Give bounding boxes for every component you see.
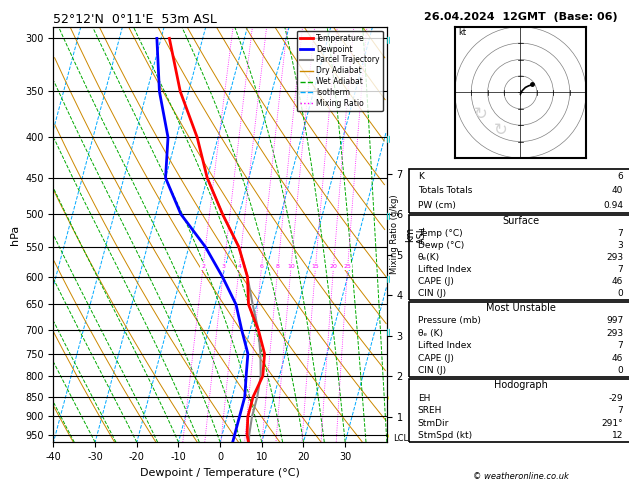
Text: Dewp (°C): Dewp (°C) — [418, 241, 464, 250]
Text: © weatheronline.co.uk: © weatheronline.co.uk — [472, 472, 569, 481]
X-axis label: Dewpoint / Temperature (°C): Dewpoint / Temperature (°C) — [140, 468, 300, 478]
Text: 12: 12 — [612, 432, 623, 440]
Text: 0: 0 — [618, 289, 623, 298]
Text: 0: 0 — [618, 366, 623, 375]
Text: θₑ (K): θₑ (K) — [418, 329, 443, 338]
Text: Temp (°C): Temp (°C) — [418, 228, 462, 238]
Text: 3: 3 — [618, 241, 623, 250]
Text: 15: 15 — [312, 264, 320, 269]
Text: 3: 3 — [222, 264, 226, 269]
Text: -: - — [384, 433, 393, 437]
Text: 46: 46 — [612, 277, 623, 286]
Text: 293: 293 — [606, 329, 623, 338]
Text: Surface: Surface — [502, 216, 539, 226]
Text: =: = — [384, 325, 393, 335]
Text: PW (cm): PW (cm) — [418, 201, 455, 210]
Text: StmDir: StmDir — [418, 419, 449, 428]
Text: 7: 7 — [618, 265, 623, 274]
Text: 293: 293 — [606, 253, 623, 262]
Text: K: K — [418, 172, 424, 181]
Y-axis label: hPa: hPa — [9, 225, 19, 244]
Text: 8: 8 — [276, 264, 280, 269]
Text: 6: 6 — [260, 264, 264, 269]
Text: 291°: 291° — [601, 419, 623, 428]
Text: Hodograph: Hodograph — [494, 381, 547, 390]
Text: CIN (J): CIN (J) — [418, 289, 446, 298]
Text: StmSpd (kt): StmSpd (kt) — [418, 432, 472, 440]
Text: ↻: ↻ — [494, 121, 508, 139]
Text: 10: 10 — [287, 264, 295, 269]
Text: 25: 25 — [344, 264, 352, 269]
Text: 7: 7 — [618, 228, 623, 238]
Text: -29: -29 — [609, 394, 623, 402]
Text: 0.94: 0.94 — [603, 201, 623, 210]
Text: =: = — [384, 272, 393, 281]
Text: 4: 4 — [237, 264, 242, 269]
Text: 997: 997 — [606, 316, 623, 325]
Y-axis label: km
ASL: km ASL — [406, 226, 427, 243]
Text: 40: 40 — [612, 187, 623, 195]
Text: =: = — [384, 209, 393, 219]
Text: Mixing Ratio (g/kg): Mixing Ratio (g/kg) — [390, 195, 399, 274]
Text: Pressure (mb): Pressure (mb) — [418, 316, 481, 325]
Text: 7: 7 — [618, 341, 623, 350]
Text: 46: 46 — [612, 354, 623, 363]
Text: CAPE (J): CAPE (J) — [418, 354, 454, 363]
Text: 26.04.2024  12GMT  (Base: 06): 26.04.2024 12GMT (Base: 06) — [424, 12, 617, 22]
Text: LCL: LCL — [394, 434, 409, 443]
Text: 2: 2 — [201, 264, 205, 269]
Text: Totals Totals: Totals Totals — [418, 187, 472, 195]
Text: kt: kt — [458, 28, 466, 37]
Text: 7: 7 — [618, 406, 623, 415]
Text: SREH: SREH — [418, 406, 442, 415]
Text: 20: 20 — [330, 264, 337, 269]
Text: 52°12'N  0°11'E  53m ASL: 52°12'N 0°11'E 53m ASL — [53, 13, 218, 26]
Text: ↻: ↻ — [474, 104, 488, 122]
Text: EH: EH — [418, 394, 430, 402]
Text: CIN (J): CIN (J) — [418, 366, 446, 375]
Text: 6: 6 — [618, 172, 623, 181]
Text: Most Unstable: Most Unstable — [486, 303, 555, 313]
Text: CAPE (J): CAPE (J) — [418, 277, 454, 286]
Text: Lifted Index: Lifted Index — [418, 265, 471, 274]
Text: -: - — [384, 395, 393, 399]
Text: =: = — [384, 34, 393, 43]
Legend: Temperature, Dewpoint, Parcel Trajectory, Dry Adiabat, Wet Adiabat, Isotherm, Mi: Temperature, Dewpoint, Parcel Trajectory… — [297, 31, 383, 111]
Text: =: = — [384, 133, 393, 142]
Text: θₑ(K): θₑ(K) — [418, 253, 440, 262]
Text: Lifted Index: Lifted Index — [418, 341, 471, 350]
